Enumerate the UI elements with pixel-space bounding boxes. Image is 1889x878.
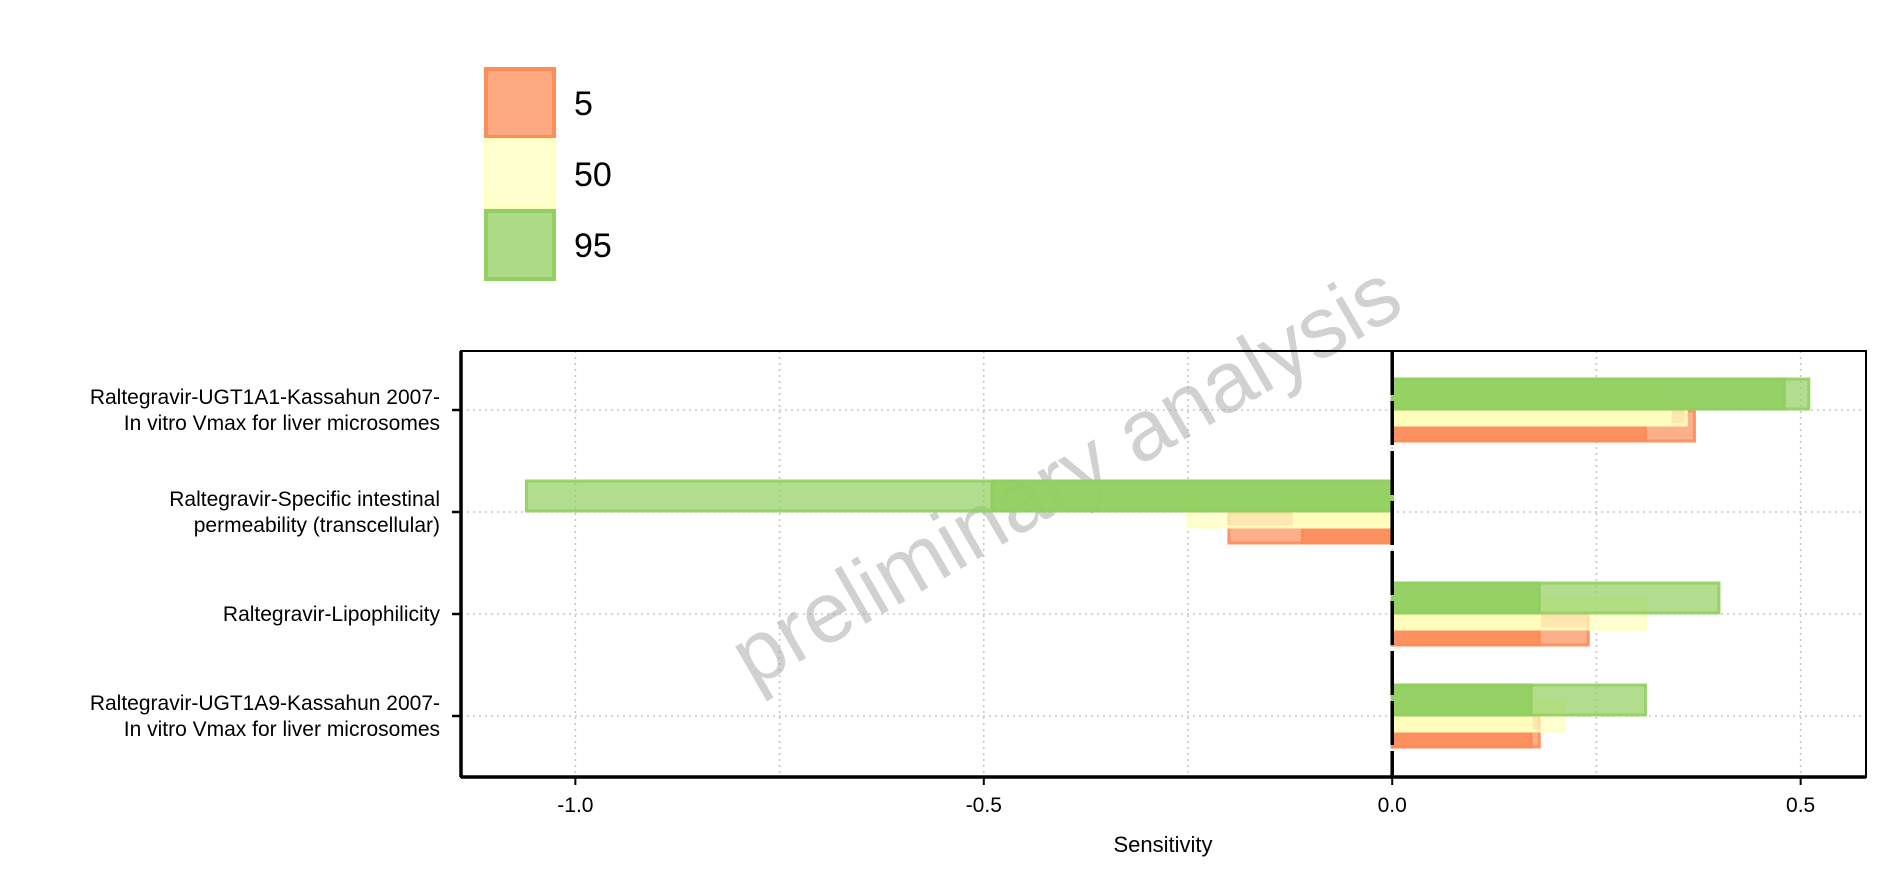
legend-label-5: 5 <box>574 85 593 123</box>
bar-95-inner <box>1390 683 1533 717</box>
legend-swatch-95 <box>484 209 556 281</box>
x-tick-label: -1.0 <box>557 794 593 817</box>
y-tick-label: In vitro Vmax for liver microsomes <box>124 718 440 741</box>
legend-swatch-5 <box>484 67 556 139</box>
legend-label-95: 95 <box>574 227 612 265</box>
bar-95-inner <box>1390 377 1786 411</box>
x-tick-label: 0.5 <box>1786 794 1815 817</box>
x-tick-label: 0.0 <box>1378 794 1407 817</box>
bar-95-inner <box>990 479 1394 513</box>
legend-label-50: 50 <box>574 156 612 194</box>
y-tick-label: Raltegravir-Lipophilicity <box>223 603 441 626</box>
legend-swatch-50 <box>484 138 556 210</box>
bar-95-inner <box>1390 581 1541 615</box>
legend: 5 50 95 <box>484 67 612 281</box>
y-tick-label: Raltegravir-UGT1A9-Kassahun 2007- <box>90 692 440 715</box>
y-tick-label: Raltegravir-Specific intestinal <box>169 488 440 511</box>
y-tick-label: Raltegravir-UGT1A1-Kassahun 2007- <box>90 386 440 409</box>
y-tick-label: In vitro Vmax for liver microsomes <box>124 412 440 435</box>
y-tick-label: permeability (transcellular) <box>194 514 440 537</box>
x-tick-label: -0.5 <box>966 794 1002 817</box>
axis-layer: -1.0 -0.5 0.0 0.5 Raltegravir-UGT1A1-Kassahu… <box>90 350 1867 817</box>
x-axis-title: Sensitivity <box>1113 832 1212 857</box>
bars-layer <box>524 377 1811 749</box>
